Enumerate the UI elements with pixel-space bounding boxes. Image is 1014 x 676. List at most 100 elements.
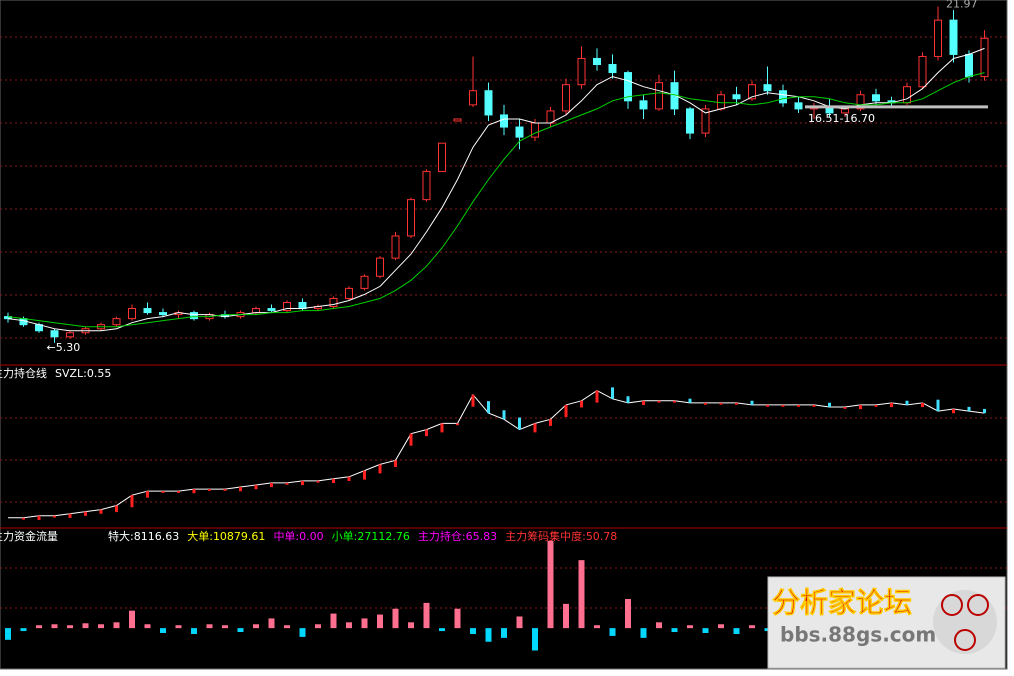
flow-bar [454, 608, 461, 629]
legend-entry: 中单:0.00 [273, 530, 323, 543]
flow-bar [98, 624, 104, 629]
flow-bar [516, 616, 523, 629]
flow-bar [299, 628, 306, 637]
legend-name: 主力持仓: [418, 529, 466, 543]
flow-bar [687, 625, 693, 629]
candle-body [66, 332, 74, 338]
panel-title: 主力持仓线 SVZL:0.55 [0, 366, 111, 380]
flow-bar [237, 628, 244, 633]
flow-bar [377, 614, 383, 629]
legend-name: 大单: [187, 529, 213, 543]
flow-bar [749, 625, 755, 629]
candle-body [484, 90, 493, 116]
candle-body [639, 100, 648, 110]
candle-body [329, 297, 338, 308]
candle-body [562, 84, 570, 112]
candle-body [763, 84, 772, 92]
flow-bar [547, 540, 554, 629]
flow-bar [439, 628, 445, 632]
legend-name: 主力筹码集中度: [505, 529, 586, 543]
candle-body [903, 86, 911, 104]
watermark-url: bbs.88gs.com [780, 623, 936, 647]
candle-body [980, 37, 989, 78]
indicator-name: SVZL: [55, 367, 87, 380]
legend-value: 0.00 [299, 530, 324, 543]
flow-bar [346, 622, 352, 629]
legend-value: 8116.63 [134, 530, 180, 543]
candle-body [748, 84, 756, 100]
high-label: 21.97 [946, 0, 978, 11]
candle-body [515, 126, 524, 138]
candle-body [779, 90, 787, 104]
flow-bar [222, 625, 228, 629]
ma-line [7, 72, 985, 328]
ma-line [7, 47, 985, 332]
flow-bar [330, 613, 337, 629]
title: 主力持仓线 [0, 366, 47, 380]
flow-bar [702, 628, 709, 633]
candle-body [391, 235, 400, 259]
flow-bar [36, 625, 42, 629]
candle-body [531, 122, 539, 138]
flow-bar [733, 628, 740, 634]
flow-bar [578, 560, 585, 629]
legend-value: 10879.61 [213, 530, 266, 543]
flow-bar [175, 625, 182, 629]
flow-bar [671, 628, 678, 633]
candle-body [252, 308, 260, 314]
flow-bar [485, 628, 492, 642]
legend-value: 50.78 [586, 530, 618, 543]
legend-entry: 大单:10879.61 [187, 529, 265, 543]
candle-body [345, 287, 353, 299]
low-label: ←5.30 [47, 341, 81, 354]
flow-bar [423, 602, 430, 629]
legend-value: 65.83 [466, 530, 498, 543]
flow-bar [392, 608, 399, 629]
candle-body [500, 114, 508, 128]
flow-bar [656, 622, 662, 629]
flow-bar [206, 624, 213, 629]
candle-body [190, 312, 198, 320]
flow-bar [284, 625, 290, 629]
flow-bar [20, 628, 27, 632]
flow-bar [594, 625, 600, 629]
flow-bar [268, 618, 275, 629]
legend-name: 特大: [108, 529, 134, 543]
candle-body [794, 102, 803, 110]
candle-body [593, 57, 601, 66]
candle-body [577, 57, 586, 86]
flow-bar [625, 599, 631, 629]
candle-body [608, 64, 617, 74]
candle-body [469, 90, 477, 106]
flow-bar [609, 628, 616, 636]
watermark: 分析家论坛 bbs.88gs.com [767, 576, 1006, 669]
flow-bar [408, 622, 414, 629]
candle-body [159, 312, 167, 316]
flow-bar [315, 624, 321, 629]
candle-body [267, 308, 276, 312]
flow-bar [51, 624, 58, 629]
legend-entry: 小单:27112.76 [332, 530, 410, 543]
candle-body [438, 142, 446, 172]
candle-body [717, 94, 725, 110]
support-label: 16.51-16.70 [808, 112, 875, 125]
candle-body [965, 53, 973, 78]
flow-bar [191, 628, 197, 634]
candle-body [143, 308, 152, 314]
candle-body [453, 118, 462, 122]
svzl-line [8, 390, 985, 519]
candle-body [732, 94, 741, 100]
panel-title: 主力资金流量 [0, 529, 58, 543]
watermark-title: 分析家论坛 [772, 586, 912, 619]
flow-bar [5, 628, 11, 640]
flow-bar [144, 624, 151, 629]
flow-bar [129, 610, 135, 629]
indicator-value: 0.55 [87, 367, 112, 380]
grid [0, 36, 1007, 609]
legend-entry: 主力筹码集中度:50.78 [505, 529, 617, 543]
legend-entry: 特大:8116.63 [108, 529, 179, 543]
candle-body [934, 19, 942, 57]
